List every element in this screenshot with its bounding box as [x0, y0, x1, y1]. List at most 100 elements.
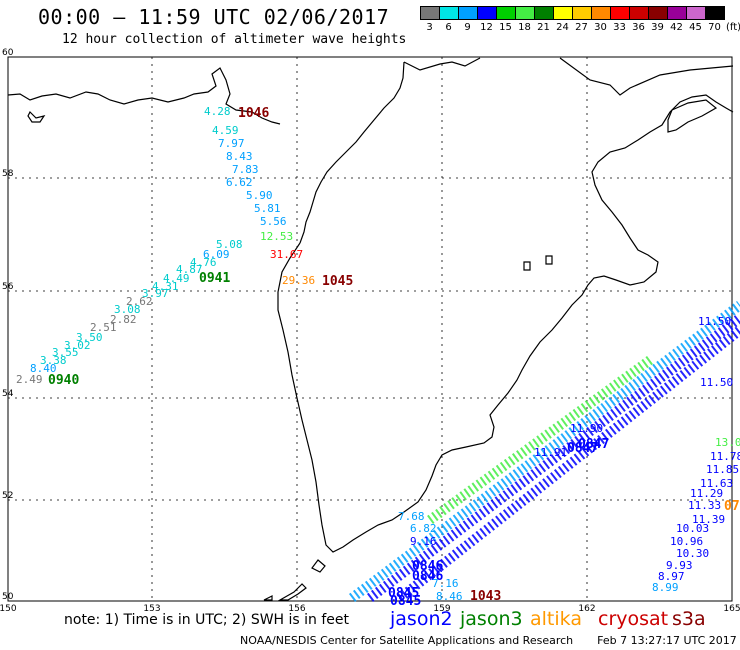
kuril-islands [263, 559, 326, 601]
legend-label: 9 [464, 22, 471, 33]
wave-height-value: 2.49 [16, 373, 43, 386]
y-tick-label: 52 [2, 491, 13, 501]
wave-height-value: 7.16 [432, 577, 459, 590]
wave-height-value: 2.51 [90, 321, 117, 334]
satellite-track [427, 355, 653, 525]
legend-label: 39 [651, 22, 664, 33]
pass-time-label: 0940 [48, 373, 79, 388]
note-text: note: 1) Time is in UTC; 2) SWH is in fe… [64, 612, 350, 628]
kamchatka-coast-west [299, 61, 405, 244]
y-tick-label: 56 [2, 282, 14, 292]
wave-height-value: 3.08 [114, 303, 141, 316]
kamchatka-north-top [403, 57, 734, 96]
footer-credit: NOAA/NESDIS Center for Satellite Applica… [240, 634, 574, 647]
wave-height-value: 8.97 [658, 570, 685, 583]
wave-height-value: 3.97 [142, 287, 169, 300]
wave-height-value: 8.99 [652, 581, 679, 594]
wave-height-value: 10.03 [676, 522, 709, 535]
wave-height-value: 11.90 [570, 422, 603, 435]
wave-height-value: 7.97 [218, 137, 245, 150]
wave-height-value: 11.29 [690, 487, 723, 500]
map-title: 00:00 – 11:59 UTC 02/06/2017 [38, 5, 390, 29]
x-tick-label: 156 [288, 604, 305, 614]
wave-height-value: 11.50 [700, 376, 733, 389]
lat-lon-grid [8, 57, 732, 601]
axis-tick-labels: 150 153 156 159 162 165 60 58 56 54 52 50 [0, 48, 740, 614]
pass-time-label: 0846 [412, 569, 443, 584]
pass-time-label: 0845 [388, 586, 419, 601]
footer-timestamp: Feb 7 13:27:17 UTC 2017 [597, 634, 737, 647]
wave-height-value: 11.50 [698, 315, 731, 328]
wave-height-value: 11.33 [688, 499, 721, 512]
satellite-track [348, 301, 740, 602]
wave-height-value: 5.81 [254, 202, 281, 215]
y-tick-label: 60 [2, 48, 14, 58]
wave-height-value: 5.08 [216, 238, 243, 251]
x-tick-label: 165 [723, 604, 740, 614]
x-tick-label: 150 [0, 604, 17, 614]
legend-swatch-15 [705, 6, 725, 20]
legend-label: 24 [556, 22, 569, 33]
wave-height-value: 3.02 [64, 339, 91, 352]
pass-time-label: 0847 [578, 437, 609, 452]
islet-1 [523, 261, 531, 271]
wave-height-value: 29.36 [282, 274, 315, 287]
satellite-name-s3a: s3a [672, 608, 706, 630]
pass-time-label: 1046 [238, 106, 269, 121]
satellite-tracks [348, 301, 740, 602]
x-tick-label: 159 [433, 604, 450, 614]
pass-time-label: 0845 [390, 594, 421, 609]
wave-height-value: 4.76 [190, 256, 217, 269]
y-tick-label: 58 [2, 169, 14, 179]
wave-height-value: 4.59 [212, 124, 239, 137]
wave-height-value: 11.63 [700, 477, 733, 490]
wave-height-value: 7.68 [398, 510, 425, 523]
wave-height-value: 6.62 [226, 176, 253, 189]
wave-height-value: 4.31 [152, 280, 179, 293]
okhotsk-north-coast [7, 67, 281, 125]
y-tick-label: 54 [2, 389, 14, 399]
wave-height-value: 5.90 [246, 189, 273, 202]
wave-height-value: 8.46 [436, 590, 463, 603]
legend-label: 42 [670, 22, 683, 33]
wave-height-value: 7.83 [232, 163, 259, 176]
satellite-name-altika: altika [530, 608, 582, 630]
wave-height-value: 4.28 [204, 105, 231, 118]
pass-time-label: 07 [724, 499, 740, 514]
legend-label: 3 [426, 22, 433, 33]
legend-label: (ft) [725, 22, 740, 33]
wave-height-value: 4.49 [163, 272, 190, 285]
wave-height-value: 5.56 [260, 215, 287, 228]
coastline [7, 57, 734, 601]
wave-height-labels: 1046 4.28 4.597.978.437.836.625.905.815.56… [16, 105, 740, 609]
satellite-track [396, 326, 740, 602]
wave-height-value: 11.39 [692, 513, 725, 526]
karaginsky-island [667, 99, 718, 133]
legend-label: 27 [575, 22, 588, 33]
color-legend-labels: 3 6 9 12 15 18 21 24 27 30 33 36 39 42 45 70 (ft) [420, 22, 740, 33]
legend-label: 18 [518, 22, 531, 33]
wave-height-value: 9.93 [666, 559, 693, 572]
wave-height-value: 3.50 [76, 331, 103, 344]
pass-time-label: 0941 [199, 271, 230, 286]
shantar-islet [27, 110, 46, 123]
wave-height-value: 31.67 [270, 248, 303, 261]
legend-label: 21 [537, 22, 550, 33]
wave-height-value: 3.55 [52, 346, 79, 359]
wave-height-value: 3.38 [40, 354, 67, 367]
wave-height-value: 2.62 [126, 295, 153, 308]
pass-time-label: 1043 [470, 589, 501, 604]
legend-label: 70 [708, 22, 721, 33]
legend-label: 15 [499, 22, 512, 33]
wave-height-value: 4.87 [176, 263, 203, 276]
legend-label: 45 [689, 22, 702, 33]
wave-height-value: 8.43 [226, 150, 253, 163]
x-tick-label: 153 [143, 604, 160, 614]
satellite-name-jason3: jason3 [460, 608, 523, 630]
wave-height-value: 9.16 [410, 535, 437, 548]
x-tick-label: 162 [578, 604, 595, 614]
legend-label: 33 [613, 22, 626, 33]
satellite-name-jason2: jason2 [390, 608, 453, 630]
